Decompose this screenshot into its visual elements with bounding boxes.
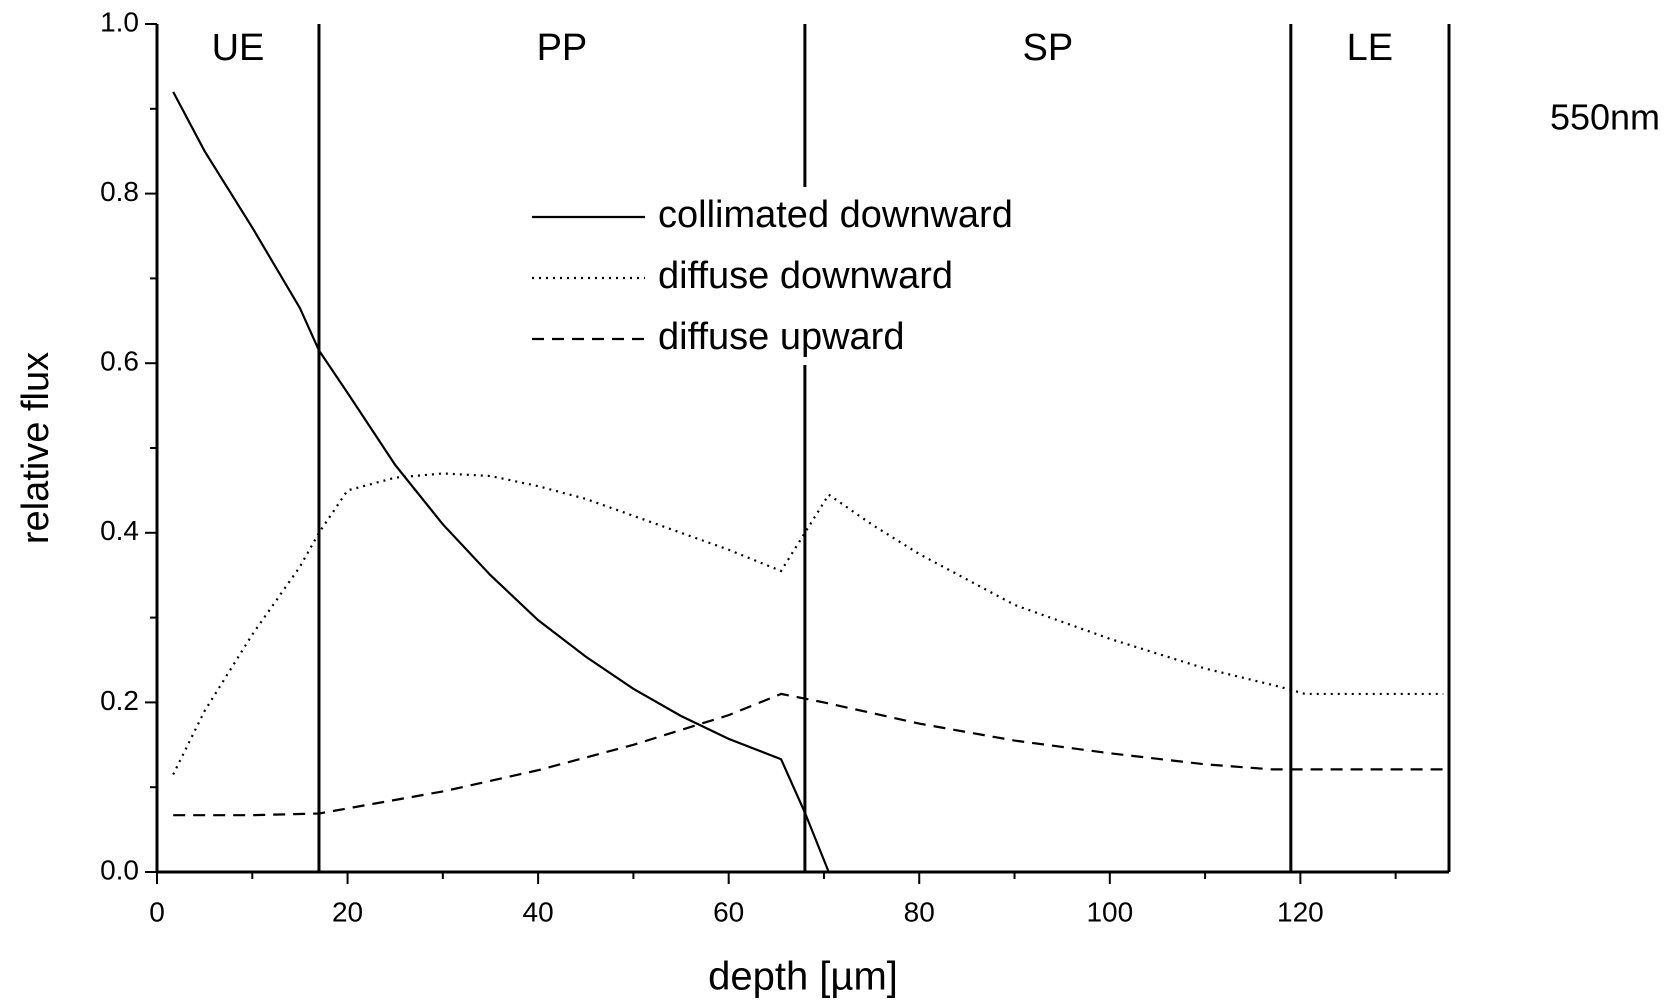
x-tick-label: 80	[904, 896, 935, 927]
legend-label: collimated downward	[658, 194, 1013, 236]
annotation: 550nm	[1550, 97, 1660, 138]
x-tick-label: 120	[1277, 896, 1324, 927]
legend-label: diffuse upward	[658, 316, 904, 358]
region-label: LE	[1347, 27, 1393, 69]
y-axis-label: relative flux	[15, 352, 57, 544]
series-line	[172, 472, 1444, 775]
y-tick-label: 0.8	[100, 176, 139, 207]
series-line	[172, 91, 830, 873]
y-tick-label: 0.6	[100, 346, 139, 377]
y-tick-label: 0.2	[100, 685, 139, 716]
y-tick-label: 0.4	[100, 515, 139, 546]
series-line	[173, 692, 1444, 817]
x-tick-label: 20	[332, 896, 363, 927]
legend-label: diffuse downward	[658, 255, 953, 297]
x-tick-label: 40	[523, 896, 554, 927]
region-label: SP	[1023, 27, 1074, 69]
x-tick-label: 100	[1086, 896, 1133, 927]
x-axis-label: depth [µm]	[708, 955, 898, 999]
region-label: PP	[537, 27, 588, 69]
x-tick-label: 60	[713, 896, 744, 927]
x-tick-label: 0	[149, 896, 165, 927]
y-tick-label: 1.0	[100, 6, 139, 37]
y-tick-label: 0.0	[100, 854, 139, 885]
region-label: UE	[212, 27, 265, 69]
